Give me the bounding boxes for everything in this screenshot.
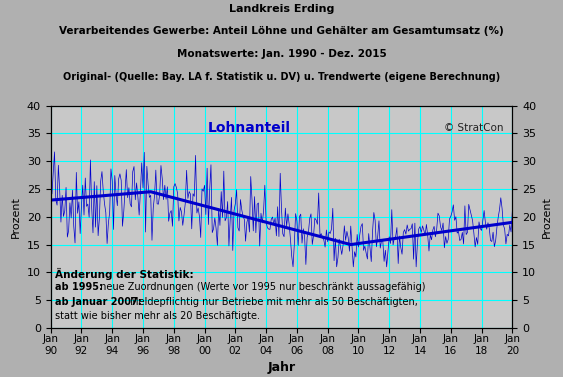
Y-axis label: Prozent: Prozent xyxy=(11,196,21,238)
Text: Meldepflichtig nur Betriebe mit mehr als 50 Beschäftigten,: Meldepflichtig nur Betriebe mit mehr als… xyxy=(127,297,418,307)
Text: ab Januar 2007:: ab Januar 2007: xyxy=(55,297,142,307)
Text: neue Zuordnungen (Werte vor 1995 nur beschränkt aussagefähig): neue Zuordnungen (Werte vor 1995 nur bes… xyxy=(97,282,425,293)
Text: Landkreis Erding: Landkreis Erding xyxy=(229,4,334,14)
Y-axis label: Prozent: Prozent xyxy=(542,196,552,238)
Text: Lohnanteil: Lohnanteil xyxy=(208,121,291,135)
Text: Original- (Quelle: Bay. LA f. Statistik u. DV) u. Trendwerte (eigene Berechnung): Original- (Quelle: Bay. LA f. Statistik … xyxy=(63,72,500,82)
X-axis label: Jahr: Jahr xyxy=(267,362,296,374)
Text: © StratCon: © StratCon xyxy=(444,123,503,133)
Text: Verarbeitendes Gewerbe: Anteil Löhne und Gehälter am Gesamtumsatz (%): Verarbeitendes Gewerbe: Anteil Löhne und… xyxy=(59,26,504,37)
Text: ab 1995:: ab 1995: xyxy=(55,282,103,293)
Text: statt wie bisher mehr als 20 Beschäftigte.: statt wie bisher mehr als 20 Beschäftigt… xyxy=(55,311,260,321)
Text: Monatswerte: Jan. 1990 - Dez. 2015: Monatswerte: Jan. 1990 - Dez. 2015 xyxy=(177,49,386,59)
Text: Änderung der Statistik:: Änderung der Statistik: xyxy=(55,268,194,280)
